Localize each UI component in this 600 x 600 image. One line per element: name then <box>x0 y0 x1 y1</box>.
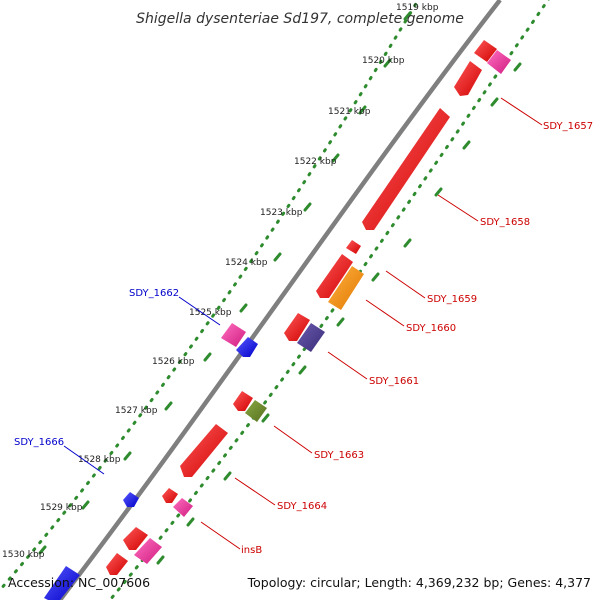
accession-text: Accession: NC_007606 <box>8 575 150 590</box>
gene-feature[interactable] <box>316 254 353 298</box>
leader-line <box>273 425 313 454</box>
tick-label: 1529 kbp <box>40 503 83 513</box>
gene-feature[interactable] <box>233 391 253 411</box>
gene-label-sdy-1664[interactable]: SDY_1664 <box>277 501 327 512</box>
outer-tick-marks <box>38 11 412 555</box>
gene-label-sdy-1662[interactable]: SDY_1662 <box>129 288 179 299</box>
gene-feature[interactable] <box>236 337 258 357</box>
gene-label-sdy-1657[interactable]: SDY_1657 <box>543 121 593 132</box>
tick-label: 1528 kbp <box>78 455 121 465</box>
tick-label: 1519 kbp <box>396 3 439 13</box>
leader-line <box>385 270 426 299</box>
tick-label: 1522 kbp <box>294 157 337 167</box>
ruler-tick-labels: 1519 kbp 1520 kbp 1521 kbp 1522 kbp 1523… <box>2 3 439 560</box>
gene-label-sdy-1659[interactable]: SDY_1659 <box>427 294 477 305</box>
gene-leader-lines <box>63 97 543 550</box>
gene-feature[interactable] <box>162 488 178 503</box>
leader-line <box>500 97 543 126</box>
tick-label: 1520 kbp <box>362 56 405 66</box>
gene-feature[interactable] <box>346 240 361 254</box>
gene-feature[interactable] <box>123 492 139 507</box>
tick-label: 1523 kbp <box>260 208 303 218</box>
gene-feature[interactable] <box>106 553 128 575</box>
gene-feature[interactable] <box>454 61 482 96</box>
gene-feature[interactable] <box>221 323 246 347</box>
reverse-features <box>44 323 258 600</box>
leader-line <box>200 521 241 550</box>
tick-label: 1525 kbp <box>189 308 232 318</box>
forward-features <box>106 40 511 575</box>
gene-label-sdy-1658[interactable]: SDY_1658 <box>480 217 530 228</box>
outer-dotted-track <box>0 0 420 592</box>
leader-line <box>63 445 105 475</box>
gene-feature[interactable] <box>44 566 80 600</box>
leader-line <box>365 299 405 327</box>
tick-label: 1527 kbp <box>115 406 158 416</box>
gene-labels: SDY_1657 SDY_1658 SDY_1659 SDY_1660 SDY_… <box>14 121 593 556</box>
gene-feature[interactable] <box>328 266 364 310</box>
tick-label: 1524 kbp <box>225 258 268 268</box>
topology-summary: Topology: circular; Length: 4,369,232 bp… <box>247 575 591 590</box>
gene-feature[interactable] <box>284 313 310 341</box>
gene-feature[interactable] <box>245 400 267 422</box>
gene-label-sdy-1663[interactable]: SDY_1663 <box>314 450 364 461</box>
tick-label: 1530 kbp <box>2 550 45 560</box>
tick-label: 1526 kbp <box>152 357 195 367</box>
gene-feature[interactable] <box>123 527 148 550</box>
gene-feature[interactable] <box>362 108 450 230</box>
gene-feature[interactable] <box>134 538 162 564</box>
gene-feature[interactable] <box>180 424 228 477</box>
leader-line <box>178 296 221 326</box>
leader-line <box>234 477 276 506</box>
gene-label-sdy-1666[interactable]: SDY_1666 <box>14 437 64 448</box>
gene-feature[interactable] <box>487 50 511 74</box>
map-title: Shigella dysenteriae Sd197, complete gen… <box>136 11 464 27</box>
gene-label-sdy-1660[interactable]: SDY_1660 <box>406 323 456 334</box>
genome-backbone <box>58 0 502 600</box>
leader-line <box>437 194 479 222</box>
gene-label-sdy-1661[interactable]: SDY_1661 <box>369 376 419 387</box>
gene-feature[interactable] <box>474 40 497 62</box>
inner-tick-marks <box>156 62 522 565</box>
gene-feature[interactable] <box>297 323 325 352</box>
leader-line <box>327 351 368 380</box>
gene-feature[interactable] <box>173 498 193 517</box>
tick-label: 1521 kbp <box>328 107 371 117</box>
gene-label-insb[interactable]: insB <box>241 545 262 556</box>
